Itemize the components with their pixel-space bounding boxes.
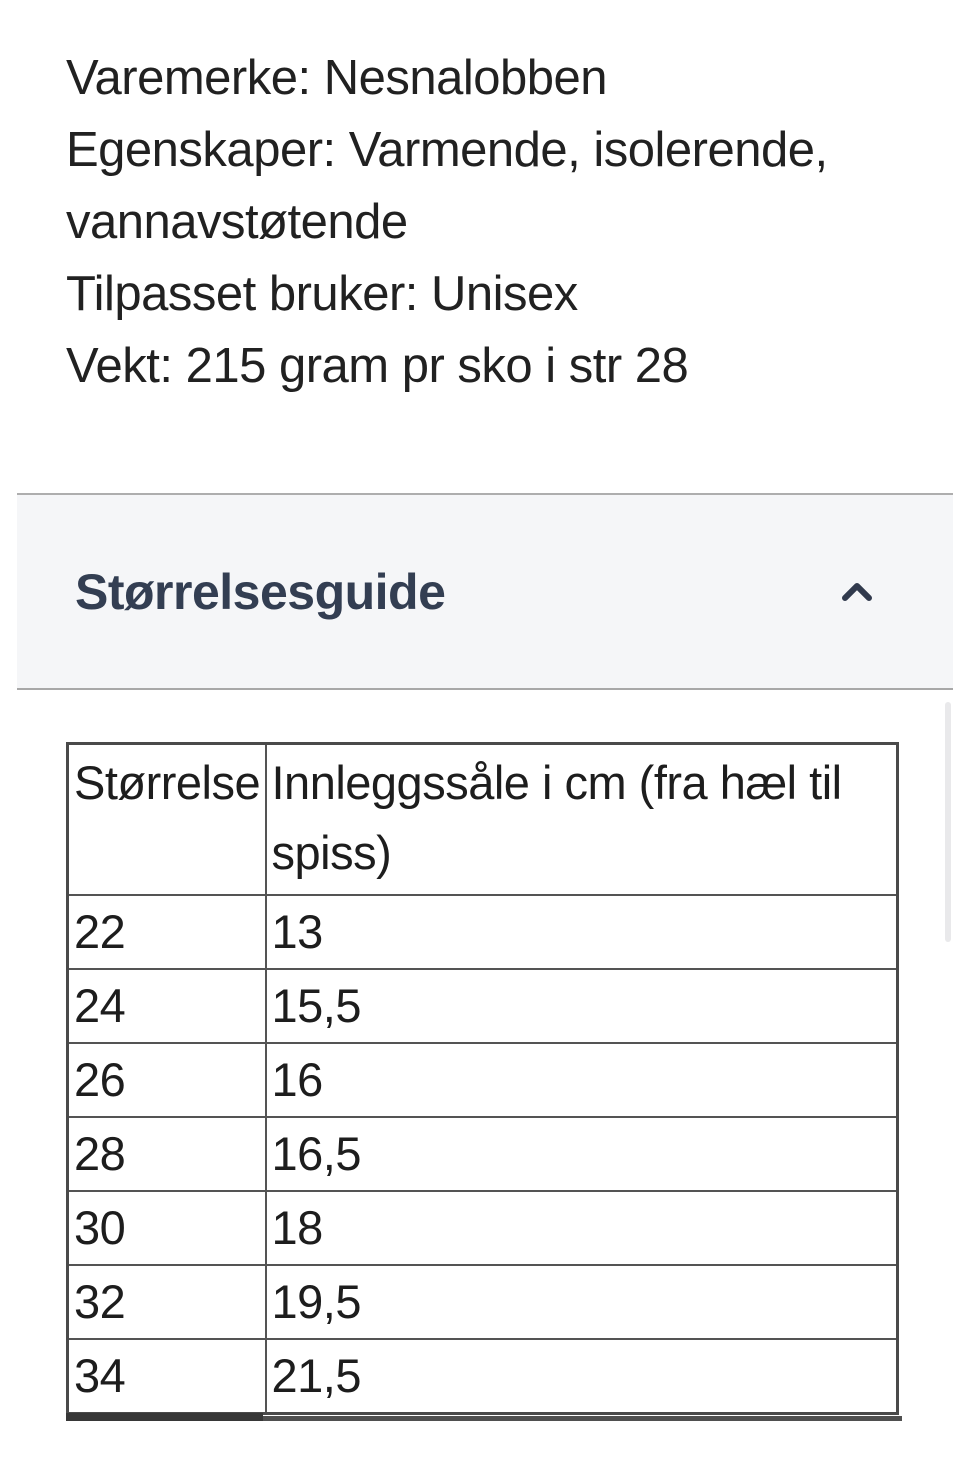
table-header-insole: Innleggssåle i cm (fra hæl til spiss) <box>264 742 899 896</box>
table-cell-size: 24 <box>66 968 267 1044</box>
table-cell-size: 32 <box>66 1264 267 1340</box>
detail-brand: Varemerke: Nesnalobben <box>66 51 608 105</box>
size-guide-accordion-header[interactable]: Størrelsesguide <box>17 493 953 690</box>
table-cell-size: 28 <box>66 1116 267 1192</box>
table-cell-insole: 18 <box>264 1190 899 1266</box>
table-cell-size: 30 <box>66 1190 267 1266</box>
detail-weight: Vekt: 215 gram pr sko i str 28 <box>66 339 689 393</box>
table-cell-insole: 13 <box>264 894 899 970</box>
table-cell-insole: 19,5 <box>264 1264 899 1340</box>
size-guide-table: Størrelse Innleggssåle i cm (fra hæl til… <box>66 742 899 1415</box>
table-horizontal-scrollbar-track[interactable] <box>66 1416 902 1421</box>
size-guide-title: Størrelsesguide <box>75 563 446 620</box>
table-row: 22 13 <box>66 894 899 970</box>
table-cell-insole: 16 <box>264 1042 899 1118</box>
table-row: 30 18 <box>66 1190 899 1266</box>
detail-properties: Egenskaper: Varmende, isolerende, <box>66 123 828 177</box>
table-cell-size: 34 <box>66 1338 267 1414</box>
table-header-row: Størrelse Innleggssåle i cm (fra hæl til… <box>66 742 899 896</box>
table-row: 24 15,5 <box>66 968 899 1044</box>
table-horizontal-scrollbar-thumb[interactable] <box>66 1413 263 1421</box>
table-header-size: Størrelse <box>66 742 267 896</box>
product-details: Varemerke: Nesnalobben Egenskaper: Varme… <box>66 42 926 402</box>
detail-properties-wrap: vannavstøtende <box>66 195 408 249</box>
page-scrollbar-thumb[interactable] <box>945 702 951 942</box>
table-row: 34 21,5 <box>66 1338 899 1414</box>
chevron-up-icon <box>842 582 872 601</box>
table-cell-insole: 21,5 <box>264 1338 899 1414</box>
detail-user: Tilpasset bruker: Unisex <box>66 267 578 321</box>
table-row: 28 16,5 <box>66 1116 899 1192</box>
table-cell-insole: 16,5 <box>264 1116 899 1192</box>
table-row: 26 16 <box>66 1042 899 1118</box>
table-cell-insole: 15,5 <box>264 968 899 1044</box>
table-cell-size: 26 <box>66 1042 267 1118</box>
table-row: 32 19,5 <box>66 1264 899 1340</box>
table-cell-size: 22 <box>66 894 267 970</box>
